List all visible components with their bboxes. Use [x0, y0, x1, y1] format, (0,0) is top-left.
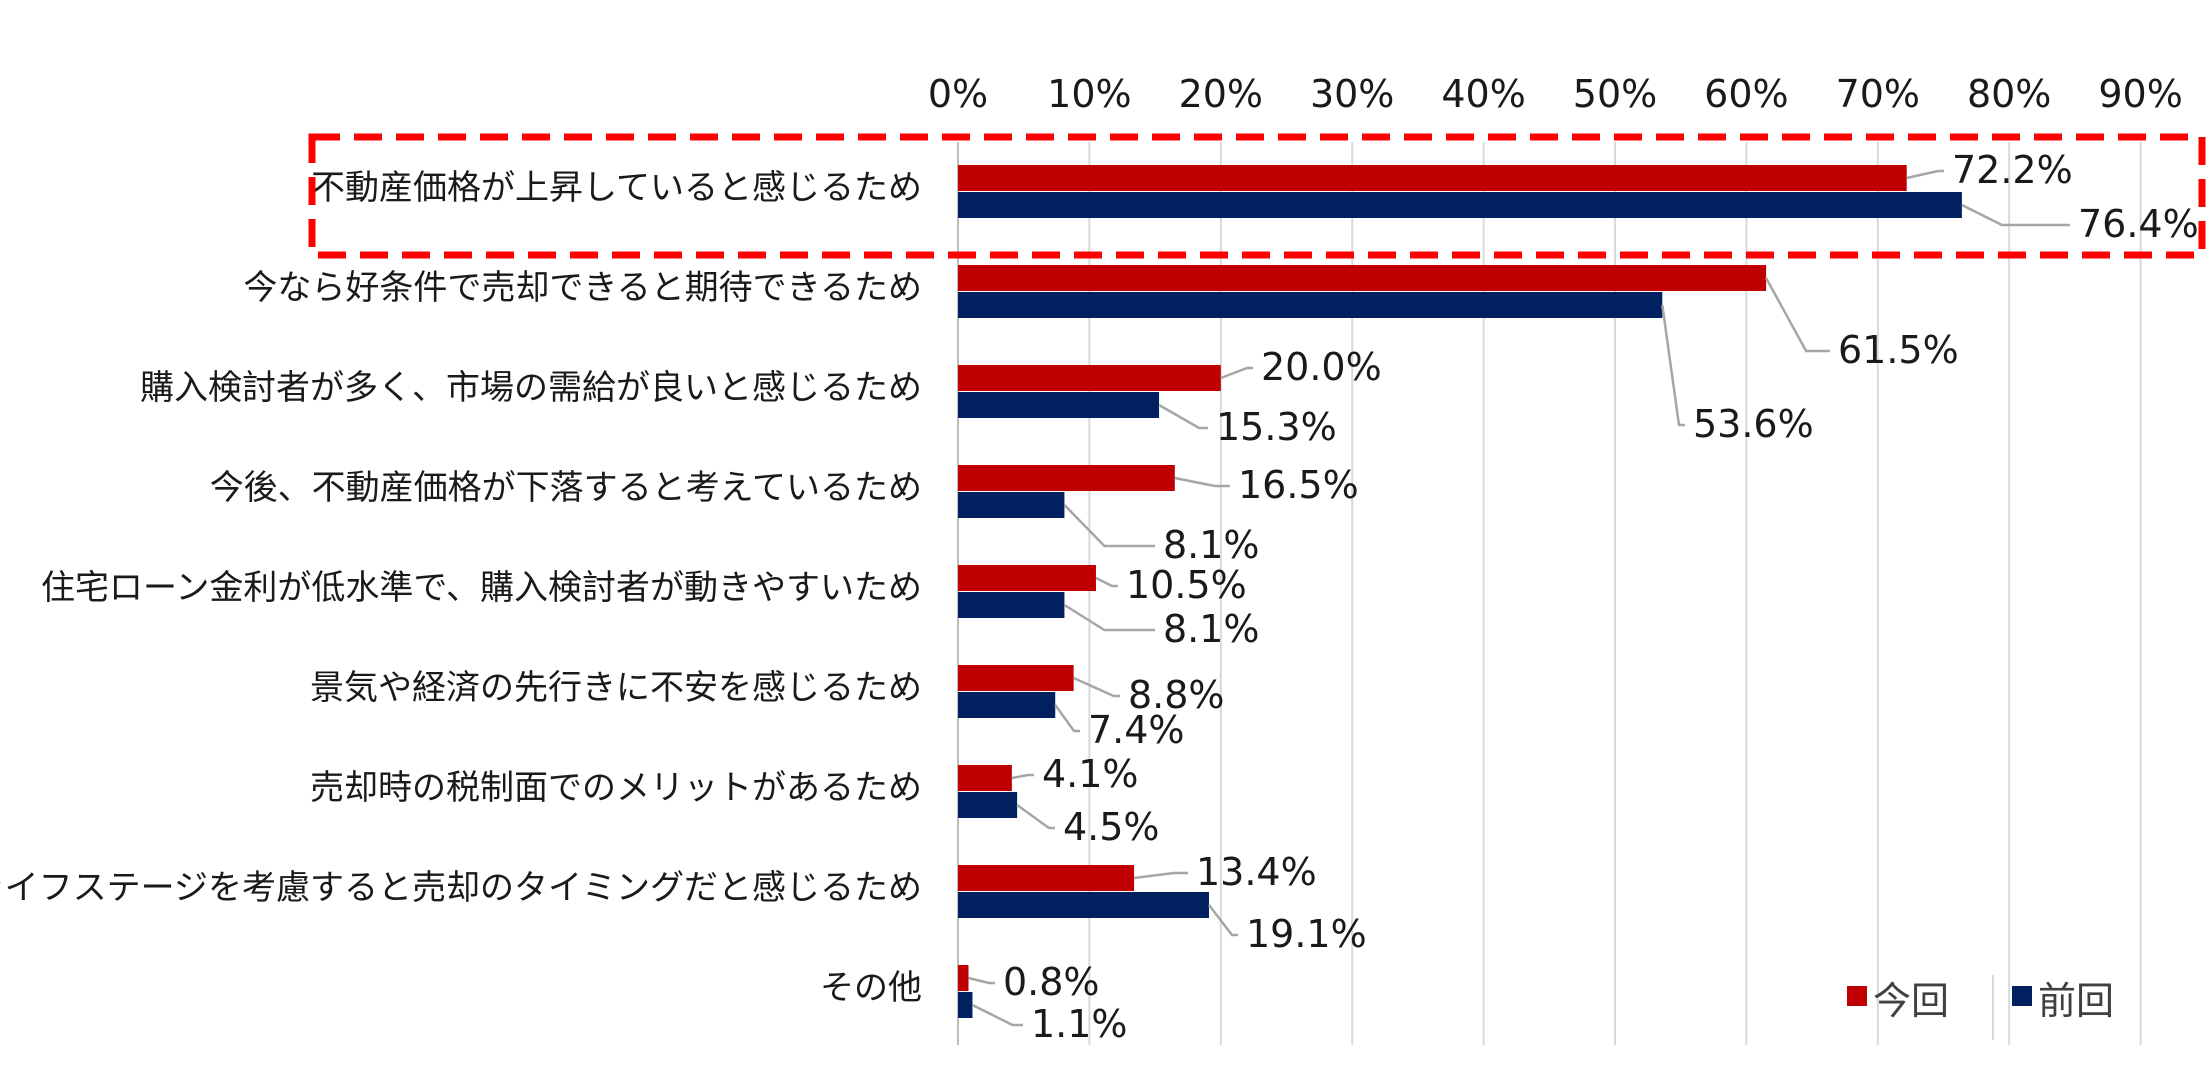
data-label: 10.5% — [1126, 563, 1247, 607]
leader-line — [1174, 476, 1230, 488]
x-tick-label: 60% — [1704, 72, 1788, 116]
bar — [958, 765, 1012, 791]
bar — [958, 865, 1135, 891]
data-label: 0.8% — [1003, 960, 1100, 1004]
data-label: 4.1% — [1042, 752, 1139, 796]
x-axis-ticks: 0% 10% 20% 30% 40% 50% 60% 70% 80% 90% — [928, 72, 2183, 116]
leader-line — [1011, 773, 1034, 780]
leader-line — [1961, 203, 2070, 227]
x-tick-label: 10% — [1047, 72, 1131, 116]
leader-line — [1207, 904, 1238, 937]
category-label: 売却時の税制面でのメリットがあるため — [310, 768, 922, 808]
x-tick-label: 20% — [1179, 72, 1263, 116]
bar — [958, 365, 1221, 391]
legend-swatch — [2012, 986, 2032, 1006]
bar — [958, 565, 1096, 591]
leader-line — [1765, 277, 1830, 353]
category-label: 自身のライフステージを考慮すると売却のタイミングだと感じるため — [0, 868, 922, 908]
leader-line — [1133, 871, 1188, 880]
data-label: 72.2% — [1952, 148, 2073, 192]
data-label: 8.8% — [1128, 673, 1225, 717]
legend: 今回 前回 — [1847, 975, 2114, 1040]
bar — [958, 592, 1065, 618]
data-label: 16.5% — [1238, 463, 1359, 507]
leader-line — [1073, 676, 1120, 698]
bar — [958, 292, 1663, 318]
leader-line — [1063, 504, 1155, 548]
x-tick-label: 80% — [1967, 72, 2051, 116]
leader-line — [968, 976, 995, 985]
x-tick-label: 90% — [2098, 72, 2182, 116]
data-label: 20.0% — [1261, 345, 1382, 389]
leader-line — [1054, 704, 1080, 733]
leader-line — [1016, 803, 1055, 830]
bar — [958, 165, 1907, 191]
legend-label: 前回 — [2038, 979, 2114, 1023]
leader-line — [1063, 603, 1155, 632]
x-tick-label: 40% — [1441, 72, 1525, 116]
category-label: 景気や経済の先行きに不安を感じるため — [310, 668, 922, 708]
category-label: その他 — [820, 968, 922, 1008]
data-labels: 72.2%76.4%61.5%53.6%20.0%15.3%16.5%8.1%1… — [1003, 148, 2199, 1046]
data-label: 15.3% — [1216, 405, 1337, 449]
highlight-box-rect — [308, 133, 2206, 259]
bar — [958, 665, 1074, 691]
bars — [958, 165, 1962, 1018]
bar — [958, 992, 973, 1018]
x-tick-label: 30% — [1310, 72, 1394, 116]
data-label: 13.4% — [1196, 850, 1317, 894]
bar — [958, 265, 1767, 291]
bar — [958, 465, 1175, 491]
bar — [958, 892, 1209, 918]
x-tick-label: 0% — [928, 72, 988, 116]
data-label: 1.1% — [1031, 1002, 1128, 1046]
leader-line — [1661, 304, 1685, 427]
leader-line — [1095, 576, 1118, 588]
legend-swatch — [1847, 986, 1867, 1006]
category-labels: 不動産価格が上昇していると感じるため今なら好条件で売却できると期待できるため購入… — [0, 168, 922, 1008]
leader-line — [1220, 366, 1253, 380]
bar — [958, 492, 1065, 518]
bar — [958, 792, 1018, 818]
bar — [958, 392, 1160, 418]
x-tick-label: 70% — [1836, 72, 1920, 116]
data-label: 7.4% — [1088, 708, 1185, 752]
x-tick-label: 50% — [1573, 72, 1657, 116]
data-label: 8.1% — [1163, 607, 1260, 651]
data-label: 61.5% — [1838, 328, 1959, 372]
data-label: 53.6% — [1693, 402, 1814, 446]
leader-line — [971, 1003, 1023, 1027]
highlight-box — [308, 133, 2206, 259]
data-label: 19.1% — [1246, 912, 1367, 956]
bar — [958, 692, 1056, 718]
bar — [958, 965, 969, 991]
leader-line — [1158, 403, 1208, 430]
category-label: 購入検討者が多く、市場の需給が良いと感じるため — [140, 368, 922, 408]
legend-label: 今回 — [1873, 979, 1949, 1023]
bar — [958, 192, 1962, 218]
category-label: 不動産価格が上昇していると感じるため — [311, 168, 922, 208]
data-label: 4.5% — [1063, 805, 1160, 849]
data-label: 8.1% — [1163, 523, 1260, 567]
data-label: 76.4% — [2078, 202, 2199, 246]
leader-line — [1906, 169, 1944, 180]
leader-lines — [968, 169, 2070, 1027]
category-label: 今なら好条件で売却できると期待できるため — [243, 268, 922, 308]
category-label: 今後、不動産価格が下落すると考えているため — [210, 468, 922, 508]
category-label: 住宅ローン金利が低水準で、購入検討者が動きやすいため — [41, 568, 922, 608]
